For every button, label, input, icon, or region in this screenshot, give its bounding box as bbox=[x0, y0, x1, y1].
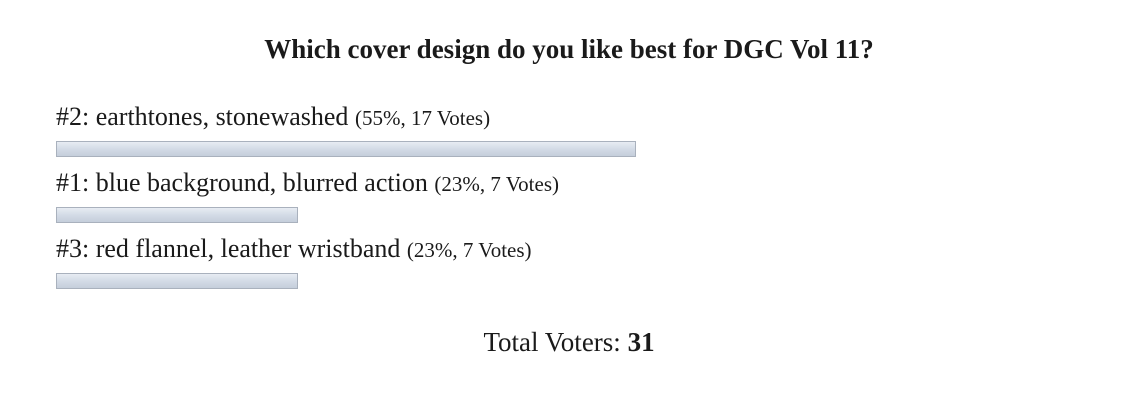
answer-votes: 17 Votes bbox=[410, 106, 484, 130]
poll-question: Which cover design do you like best for … bbox=[264, 34, 874, 64]
total-voters: Total Voters: 31 bbox=[0, 325, 1138, 359]
answer-label: #1: blue background, blurred action bbox=[56, 168, 428, 197]
result-bar bbox=[56, 141, 636, 157]
poll-answer: #3: red flannel, leather wristband (23%,… bbox=[56, 234, 1056, 291]
answer-votes: 7 Votes bbox=[462, 238, 525, 262]
result-bar-track bbox=[56, 141, 1110, 159]
poll-answer: #2: earthtones, stonewashed (55%, 17 Vot… bbox=[56, 102, 1056, 159]
result-bar bbox=[56, 273, 298, 289]
result-bar-track bbox=[56, 207, 1110, 225]
answer-result: (23%, 7 Votes) bbox=[434, 172, 560, 196]
poll-answer: #1: blue background, blurred action (23%… bbox=[56, 168, 1056, 225]
answer-percent: 55% bbox=[361, 106, 401, 130]
total-voters-count: 31 bbox=[627, 327, 655, 357]
answer-percent: 23% bbox=[441, 172, 480, 196]
answer-votes: 7 Votes bbox=[490, 172, 553, 196]
result-bar bbox=[56, 207, 298, 223]
answer-label: #3: red flannel, leather wristband bbox=[56, 234, 401, 263]
total-voters-label: Total Voters: bbox=[483, 327, 621, 357]
result-bar-track bbox=[56, 273, 1110, 291]
answer-result: (55%, 17 Votes) bbox=[354, 106, 491, 130]
answer-label: #2: earthtones, stonewashed bbox=[56, 102, 349, 131]
answer-result: (23%, 7 Votes) bbox=[406, 238, 532, 262]
answer-percent: 23% bbox=[413, 238, 453, 262]
